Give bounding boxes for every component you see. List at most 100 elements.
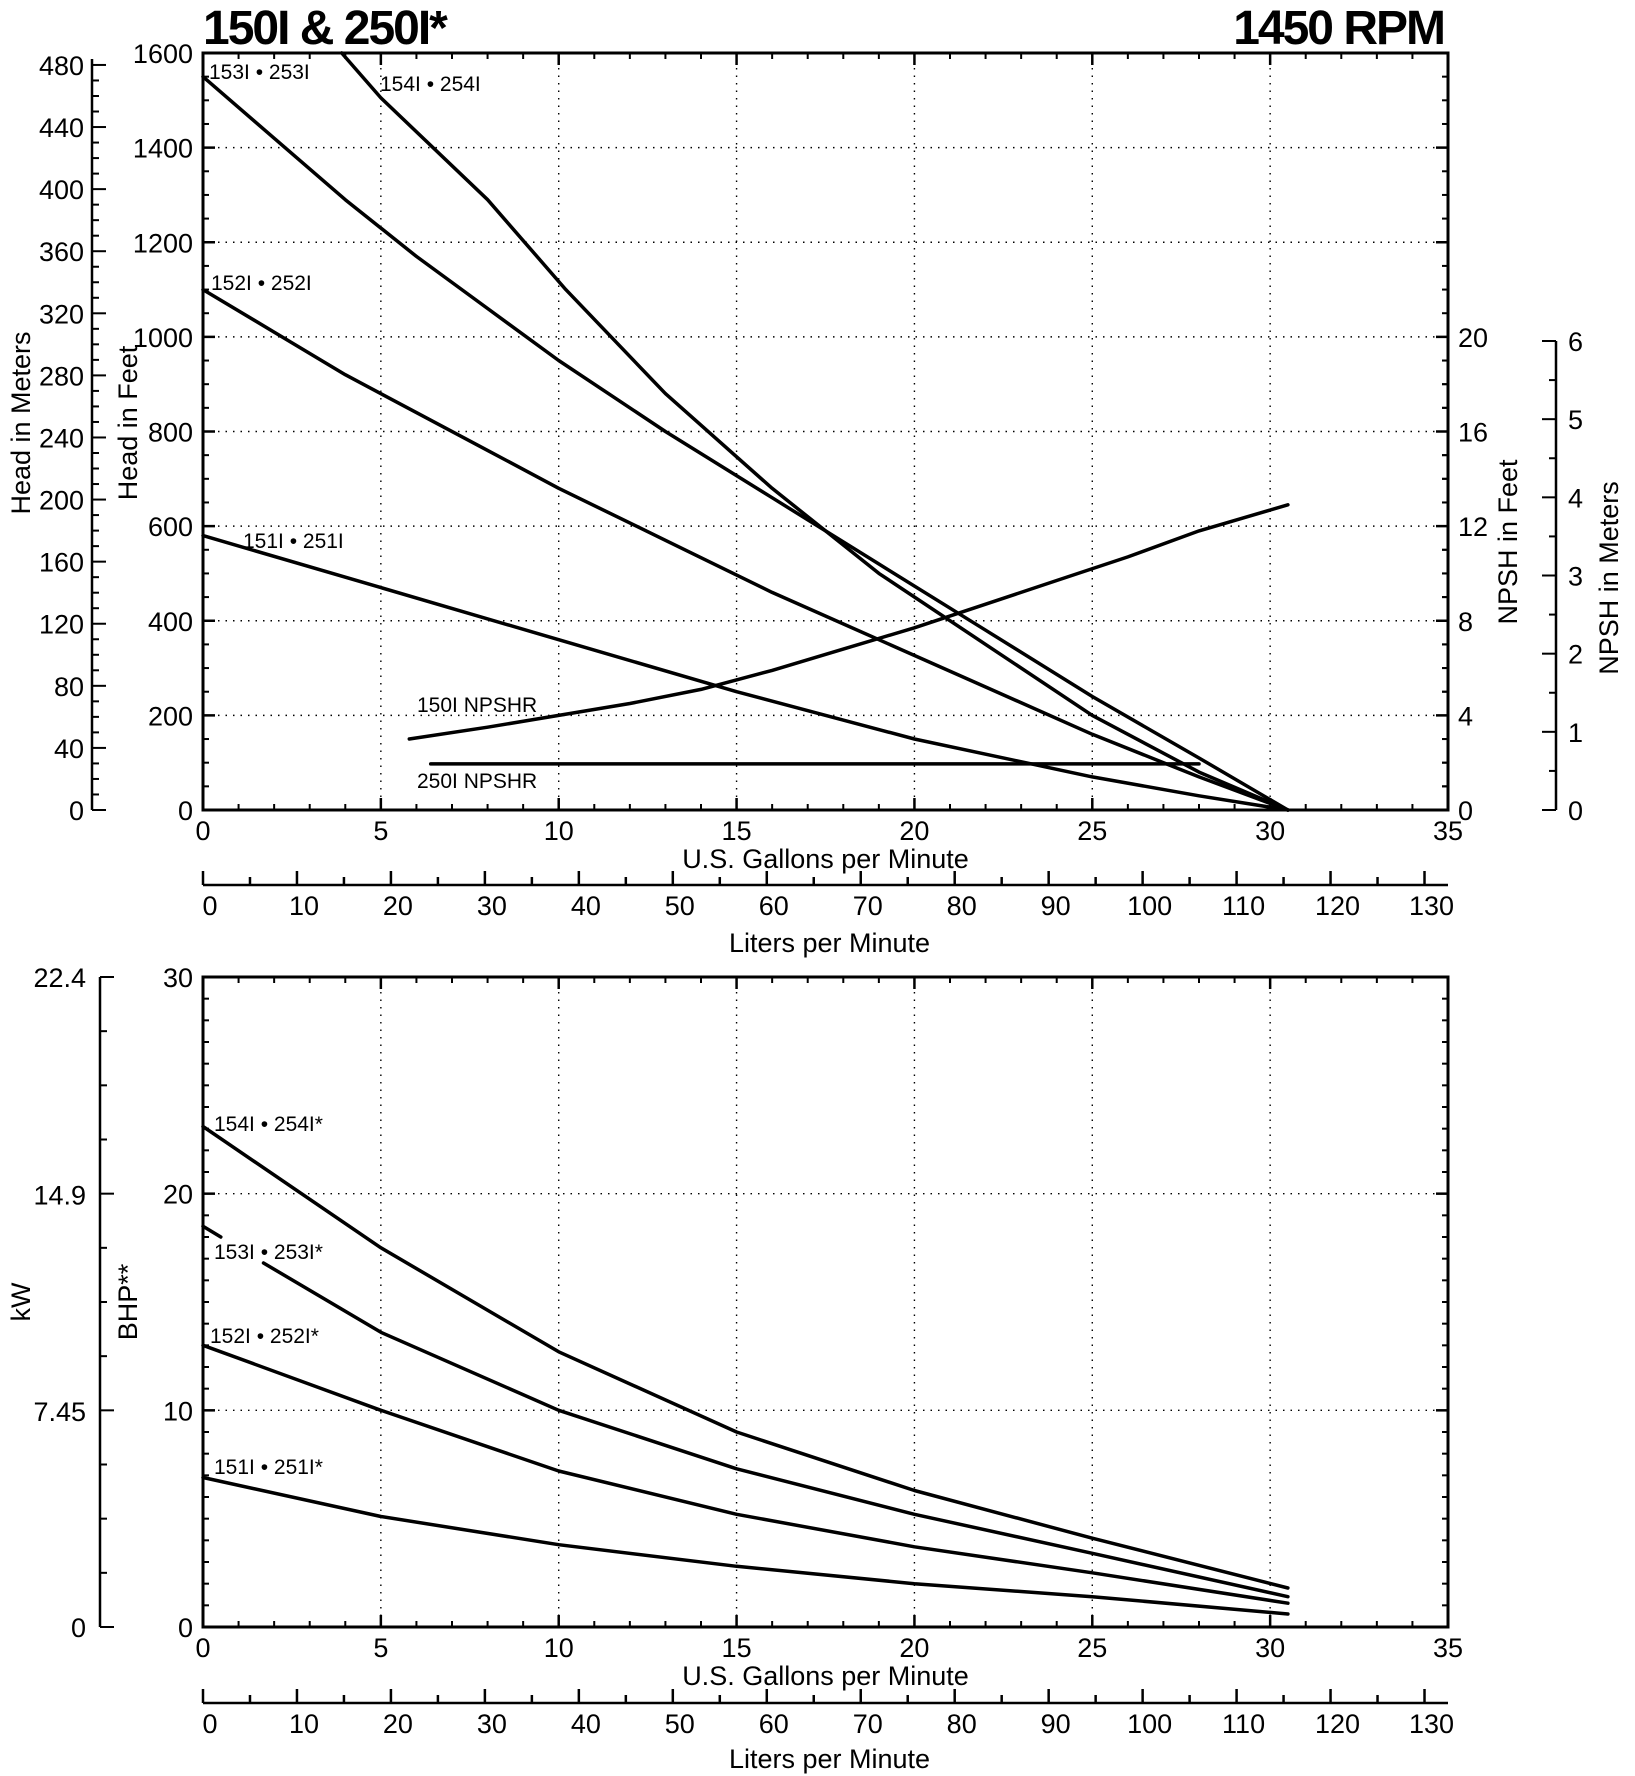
- head-plot-frame: [201, 51, 1450, 812]
- meters-tick-label: 0: [69, 796, 84, 826]
- kw-tick-label: 14.9: [33, 1181, 86, 1211]
- x-tick-label: 20: [899, 816, 929, 846]
- kw-axis-title: kW: [6, 1282, 36, 1322]
- feet-tick-label: 400: [148, 607, 193, 637]
- power-plot-frame: [201, 975, 1450, 1629]
- chart-title-left: 150I & 250I*: [203, 2, 448, 55]
- head-curve-153i-253i: [201, 74, 1290, 812]
- feet-tick-label: 1400: [133, 134, 193, 164]
- meters-tick-label: 480: [39, 51, 84, 81]
- lpm-tick-label: 10: [289, 1709, 319, 1739]
- feet-tick-label: 0: [178, 796, 193, 826]
- npsh-feet-tick-label: 0: [1458, 796, 1473, 826]
- lpm-tick-label: 120: [1315, 1709, 1360, 1739]
- head-curve-151i-251i: [201, 533, 1290, 812]
- x-tick-label: 5: [373, 1633, 388, 1663]
- feet-tick-label: 1200: [133, 228, 193, 258]
- series-label-154i-254i: 154I • 254I: [380, 73, 481, 96]
- bhp-tick-label: 30: [163, 963, 193, 993]
- series-label-152i-252i-: 152I • 252I*: [210, 1325, 319, 1348]
- meters-tick-label: 40: [54, 734, 84, 764]
- feet-axis-title: Head in Feet: [113, 345, 143, 500]
- lpm-tick-label: 40: [571, 891, 601, 921]
- lpm-tick-label: 100: [1127, 891, 1172, 921]
- kw-tick-label: 7.45: [33, 1397, 86, 1427]
- head-curve-152i-252i: [201, 287, 1290, 812]
- meters-tick-label: 400: [39, 175, 84, 205]
- feet-tick-label: 800: [148, 418, 193, 448]
- npsh-meters-axis-title: NPSH in Meters: [1594, 481, 1624, 675]
- x-tick-label: 0: [195, 816, 210, 846]
- meters-tick-label: 160: [39, 548, 84, 578]
- series-label-151i-251i-: 151I • 251I*: [214, 1456, 323, 1479]
- power-curve-152i-252i-: [201, 1343, 1290, 1605]
- feet-tick-label: 1600: [133, 39, 193, 69]
- npsh-meters-tick-label: 2: [1568, 640, 1583, 670]
- x-tick-label: 35: [1433, 816, 1463, 846]
- meters-tick-label: 320: [39, 299, 84, 329]
- npsh-feet-tick-label: 16: [1458, 418, 1488, 448]
- lpm-tick-label: 60: [759, 891, 789, 921]
- kw-tick-label: 22.4: [33, 963, 86, 993]
- power-curve-153-stub: [201, 1224, 223, 1239]
- series-label-150i-npshr: 150I NPSHR: [417, 694, 537, 717]
- series-label-154i-254i-: 154I • 254I*: [214, 1113, 323, 1136]
- lpm-tick-label: 30: [477, 891, 507, 921]
- npsh-feet-tick-label: 20: [1458, 323, 1488, 353]
- meters-axis-title: Head in Meters: [6, 331, 36, 514]
- npsh-feet-tick-label: 4: [1458, 701, 1473, 731]
- lpm-tick-label: 70: [853, 891, 883, 921]
- x-tick-label: 30: [1255, 1633, 1285, 1663]
- lpm-tick-label: 20: [383, 1709, 413, 1739]
- meters-tick-label: 120: [39, 610, 84, 640]
- x-tick-label: 30: [1255, 816, 1285, 846]
- lpm-tick-label: 40: [571, 1709, 601, 1739]
- lpm-tick-label: 10: [289, 891, 319, 921]
- npsh-meters-tick-label: 4: [1568, 483, 1583, 513]
- chart-title-right: 1450 RPM: [1233, 2, 1444, 55]
- lpm-tick-label: 130: [1409, 1709, 1454, 1739]
- lpm-tick-label: 110: [1222, 891, 1265, 921]
- head-curve-150i-npshr: [407, 503, 1290, 741]
- meters-tick-label: 360: [39, 237, 84, 267]
- x-tick-label: 25: [1077, 1633, 1107, 1663]
- meters-tick-label: 80: [54, 672, 84, 702]
- series-label-250i-npshr: 250I NPSHR: [417, 770, 537, 793]
- series-label-153i-253i-: 153I • 253I*: [214, 1241, 323, 1264]
- power-curve-153i-253i-: [261, 1261, 1290, 1599]
- x-tick-label: 25: [1077, 816, 1107, 846]
- series-label-152i-252i: 152I • 252I: [211, 272, 312, 295]
- meters-tick-label: 440: [39, 113, 84, 143]
- series-label-151i-251i: 151I • 251I: [243, 530, 344, 553]
- lpm-tick-label: 0: [202, 891, 217, 921]
- x-tick-label: 15: [722, 1633, 752, 1663]
- npsh-meters-tick-label: 1: [1568, 718, 1583, 748]
- npsh-feet-axis-title: NPSH in Feet: [1493, 459, 1523, 625]
- lpm-tick-label: 80: [947, 891, 977, 921]
- lpm-tick-label: 70: [853, 1709, 883, 1739]
- npsh-meters-tick-label: 0: [1568, 796, 1583, 826]
- feet-tick-label: 600: [148, 512, 193, 542]
- x-tick-label: 10: [544, 1633, 574, 1663]
- lpm-tick-label: 50: [665, 1709, 695, 1739]
- lpm-tick-label: 80: [947, 1709, 977, 1739]
- lpm-tick-label: 130: [1409, 891, 1454, 921]
- lpm-axis-title: Liters per Minute: [729, 928, 930, 958]
- lpm-axis-title: Liters per Minute: [729, 1744, 930, 1774]
- lpm-tick-label: 50: [665, 891, 695, 921]
- meters-tick-label: 240: [39, 423, 84, 453]
- bhp-tick-label: 10: [163, 1396, 193, 1426]
- kw-tick-label: 0: [71, 1613, 86, 1643]
- x-tick-label: 15: [722, 816, 752, 846]
- power-curve-154i-254i-: [201, 1124, 1290, 1590]
- x-tick-label: 10: [544, 816, 574, 846]
- npsh-feet-tick-label: 12: [1458, 512, 1488, 542]
- x-axis-title: U.S. Gallons per Minute: [682, 1661, 969, 1691]
- lpm-tick-label: 0: [202, 1709, 217, 1739]
- lpm-tick-label: 60: [759, 1709, 789, 1739]
- bhp-axis-title: BHP**: [113, 1263, 143, 1340]
- feet-tick-label: 200: [148, 701, 193, 731]
- npsh-meters-tick-label: 3: [1568, 562, 1583, 592]
- lpm-tick-label: 100: [1127, 1709, 1172, 1739]
